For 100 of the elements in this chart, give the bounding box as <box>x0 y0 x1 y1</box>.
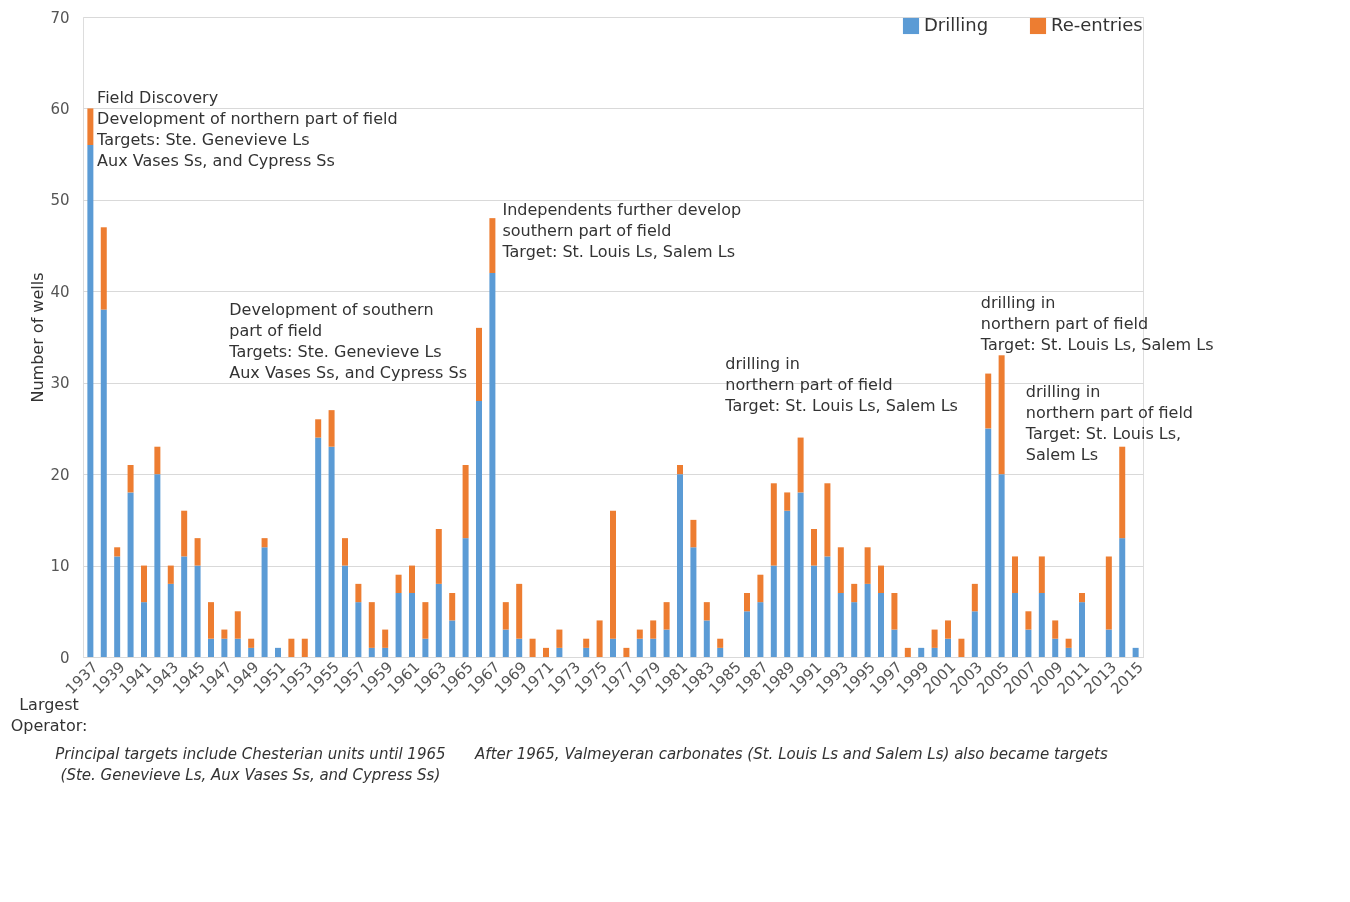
bar <box>663 602 670 630</box>
bar <box>181 510 188 557</box>
bar <box>328 446 335 657</box>
text: Principal targets include Chesterian units until 1965 (Ste. Genevieve Ls, Aux Vases Ss, and Cypress Ss) <box>55 745 446 784</box>
annotation: drilling in northern part of field Target: St. Louis Ls, Salem Ls <box>1024 381 1194 464</box>
bar <box>864 583 871 657</box>
bar <box>703 620 710 657</box>
bar <box>663 629 670 657</box>
bar <box>623 647 630 657</box>
bar <box>985 373 992 429</box>
bar <box>127 465 134 493</box>
bar <box>610 510 616 639</box>
bar <box>261 538 268 548</box>
bar <box>422 602 429 639</box>
bar <box>677 465 683 475</box>
bar <box>368 602 375 648</box>
bar <box>1065 638 1072 648</box>
y-axis-title: Number of wells <box>28 272 48 403</box>
bar <box>449 620 456 657</box>
bar <box>181 556 188 657</box>
bar <box>1038 556 1045 593</box>
bar <box>797 492 804 657</box>
bar <box>864 547 871 584</box>
bar <box>140 602 147 657</box>
bar <box>100 309 107 657</box>
bar <box>462 465 469 539</box>
bar <box>998 355 1005 475</box>
bar <box>1012 593 1019 657</box>
bar <box>435 529 442 584</box>
bar <box>248 638 255 648</box>
bar <box>583 647 590 657</box>
bar <box>355 583 362 603</box>
bar <box>757 602 764 657</box>
bar <box>837 547 844 593</box>
text: After 1965, Valmeyeran carbonates (St. Louis Ls and Salem Ls) also became targets <box>474 745 1108 763</box>
bar <box>945 620 952 639</box>
bar <box>770 565 777 657</box>
bar <box>931 647 938 657</box>
legend-label: Re-entries <box>1051 14 1143 35</box>
bar <box>1012 556 1019 593</box>
bar <box>610 638 616 657</box>
bar <box>1065 647 1072 657</box>
bar <box>382 647 389 657</box>
bar <box>341 538 348 566</box>
bar <box>703 602 710 621</box>
bar <box>516 638 523 657</box>
bar <box>395 574 402 593</box>
bar <box>690 519 697 548</box>
bar <box>408 593 415 657</box>
y-tick-label: 0 <box>59 648 70 667</box>
bar <box>207 638 214 657</box>
bar <box>677 474 683 657</box>
bar <box>475 401 482 657</box>
bar <box>650 638 657 657</box>
bar <box>596 620 603 657</box>
bar <box>1025 629 1032 657</box>
bar <box>167 583 174 657</box>
bar <box>543 647 549 657</box>
bar <box>516 583 523 639</box>
bar <box>851 602 858 657</box>
bar <box>301 638 308 657</box>
bar <box>328 410 335 447</box>
y-tick-label: 60 <box>50 99 70 118</box>
bar <box>87 108 94 145</box>
legend-label: Drilling <box>924 14 989 35</box>
bar <box>274 647 281 657</box>
bar <box>435 583 442 657</box>
bar <box>1038 593 1045 657</box>
bar <box>221 638 228 657</box>
bar <box>556 629 563 648</box>
bar <box>114 547 121 557</box>
bar <box>878 565 885 593</box>
annotation: drilling in northern part of field Target: St. Louis Ls, Salem Ls <box>979 293 1214 355</box>
bar <box>1079 602 1086 657</box>
bar <box>408 565 415 593</box>
bar <box>502 602 509 630</box>
bar <box>234 611 241 639</box>
bar <box>891 593 898 630</box>
bar <box>502 629 509 657</box>
bar <box>851 583 858 603</box>
bar <box>878 593 885 657</box>
bar <box>315 437 322 657</box>
bar <box>1119 446 1126 539</box>
bar <box>1052 638 1059 657</box>
bar <box>422 638 429 657</box>
bar <box>1079 593 1086 603</box>
bar <box>971 611 978 657</box>
bar <box>341 565 348 657</box>
bar <box>154 474 161 657</box>
bar <box>757 574 764 603</box>
bar <box>382 629 389 648</box>
bar <box>650 620 657 639</box>
text: Largest Operator: <box>10 695 88 735</box>
bar <box>529 638 536 657</box>
bar <box>127 492 134 657</box>
bar <box>221 629 228 639</box>
bar <box>288 638 295 657</box>
bar <box>368 647 375 657</box>
bar <box>234 638 241 657</box>
bar <box>315 419 322 438</box>
